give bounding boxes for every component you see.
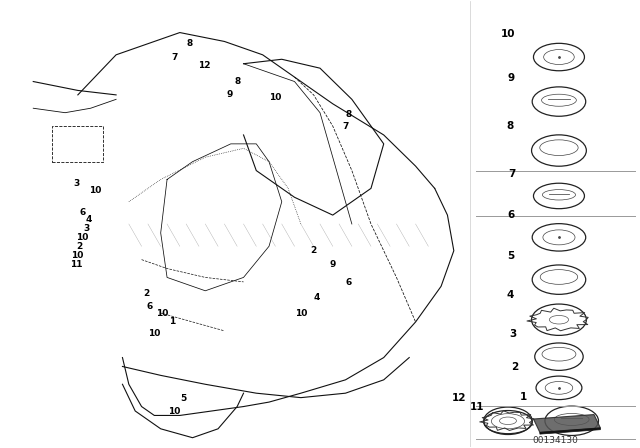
Text: 1: 1 [169,318,175,327]
Text: 10: 10 [269,93,282,102]
Text: 10: 10 [148,328,161,338]
Text: 4: 4 [314,293,320,302]
Text: 2: 2 [143,289,150,297]
Text: 2: 2 [511,362,518,372]
Text: 1: 1 [520,392,527,402]
Polygon shape [540,428,600,434]
Text: 7: 7 [342,122,349,131]
Text: 8: 8 [506,121,514,131]
Text: 9: 9 [227,90,233,99]
Text: 8: 8 [234,77,240,86]
Polygon shape [534,414,600,432]
Text: 7: 7 [508,169,516,179]
Text: 4: 4 [506,290,514,300]
Text: 11: 11 [70,259,83,268]
Text: 4: 4 [86,215,92,224]
Text: 10: 10 [168,407,181,416]
Text: 9: 9 [330,260,336,269]
Text: 00134130: 00134130 [533,436,579,445]
Text: 6: 6 [346,278,352,287]
Text: 10: 10 [71,251,83,260]
Text: 8: 8 [346,110,352,120]
Text: 3: 3 [509,329,517,339]
Text: 5: 5 [507,251,515,261]
Text: 10: 10 [90,186,102,195]
Text: 10: 10 [501,29,516,39]
Text: 2: 2 [76,242,83,251]
Text: 12: 12 [451,393,466,403]
Text: 3: 3 [83,224,89,233]
Text: 10: 10 [76,233,88,242]
Text: 8: 8 [186,39,193,48]
Text: 3: 3 [74,180,80,189]
Text: 12: 12 [198,61,211,70]
Text: 10: 10 [294,309,307,318]
Text: 6: 6 [80,208,86,217]
Text: 11: 11 [470,402,484,412]
Text: 6: 6 [507,210,515,220]
Text: 2: 2 [310,246,317,255]
Text: 5: 5 [180,395,186,404]
Text: 9: 9 [508,73,515,83]
Text: 10: 10 [156,309,169,318]
Text: 6: 6 [146,302,152,311]
Text: 7: 7 [172,52,178,61]
